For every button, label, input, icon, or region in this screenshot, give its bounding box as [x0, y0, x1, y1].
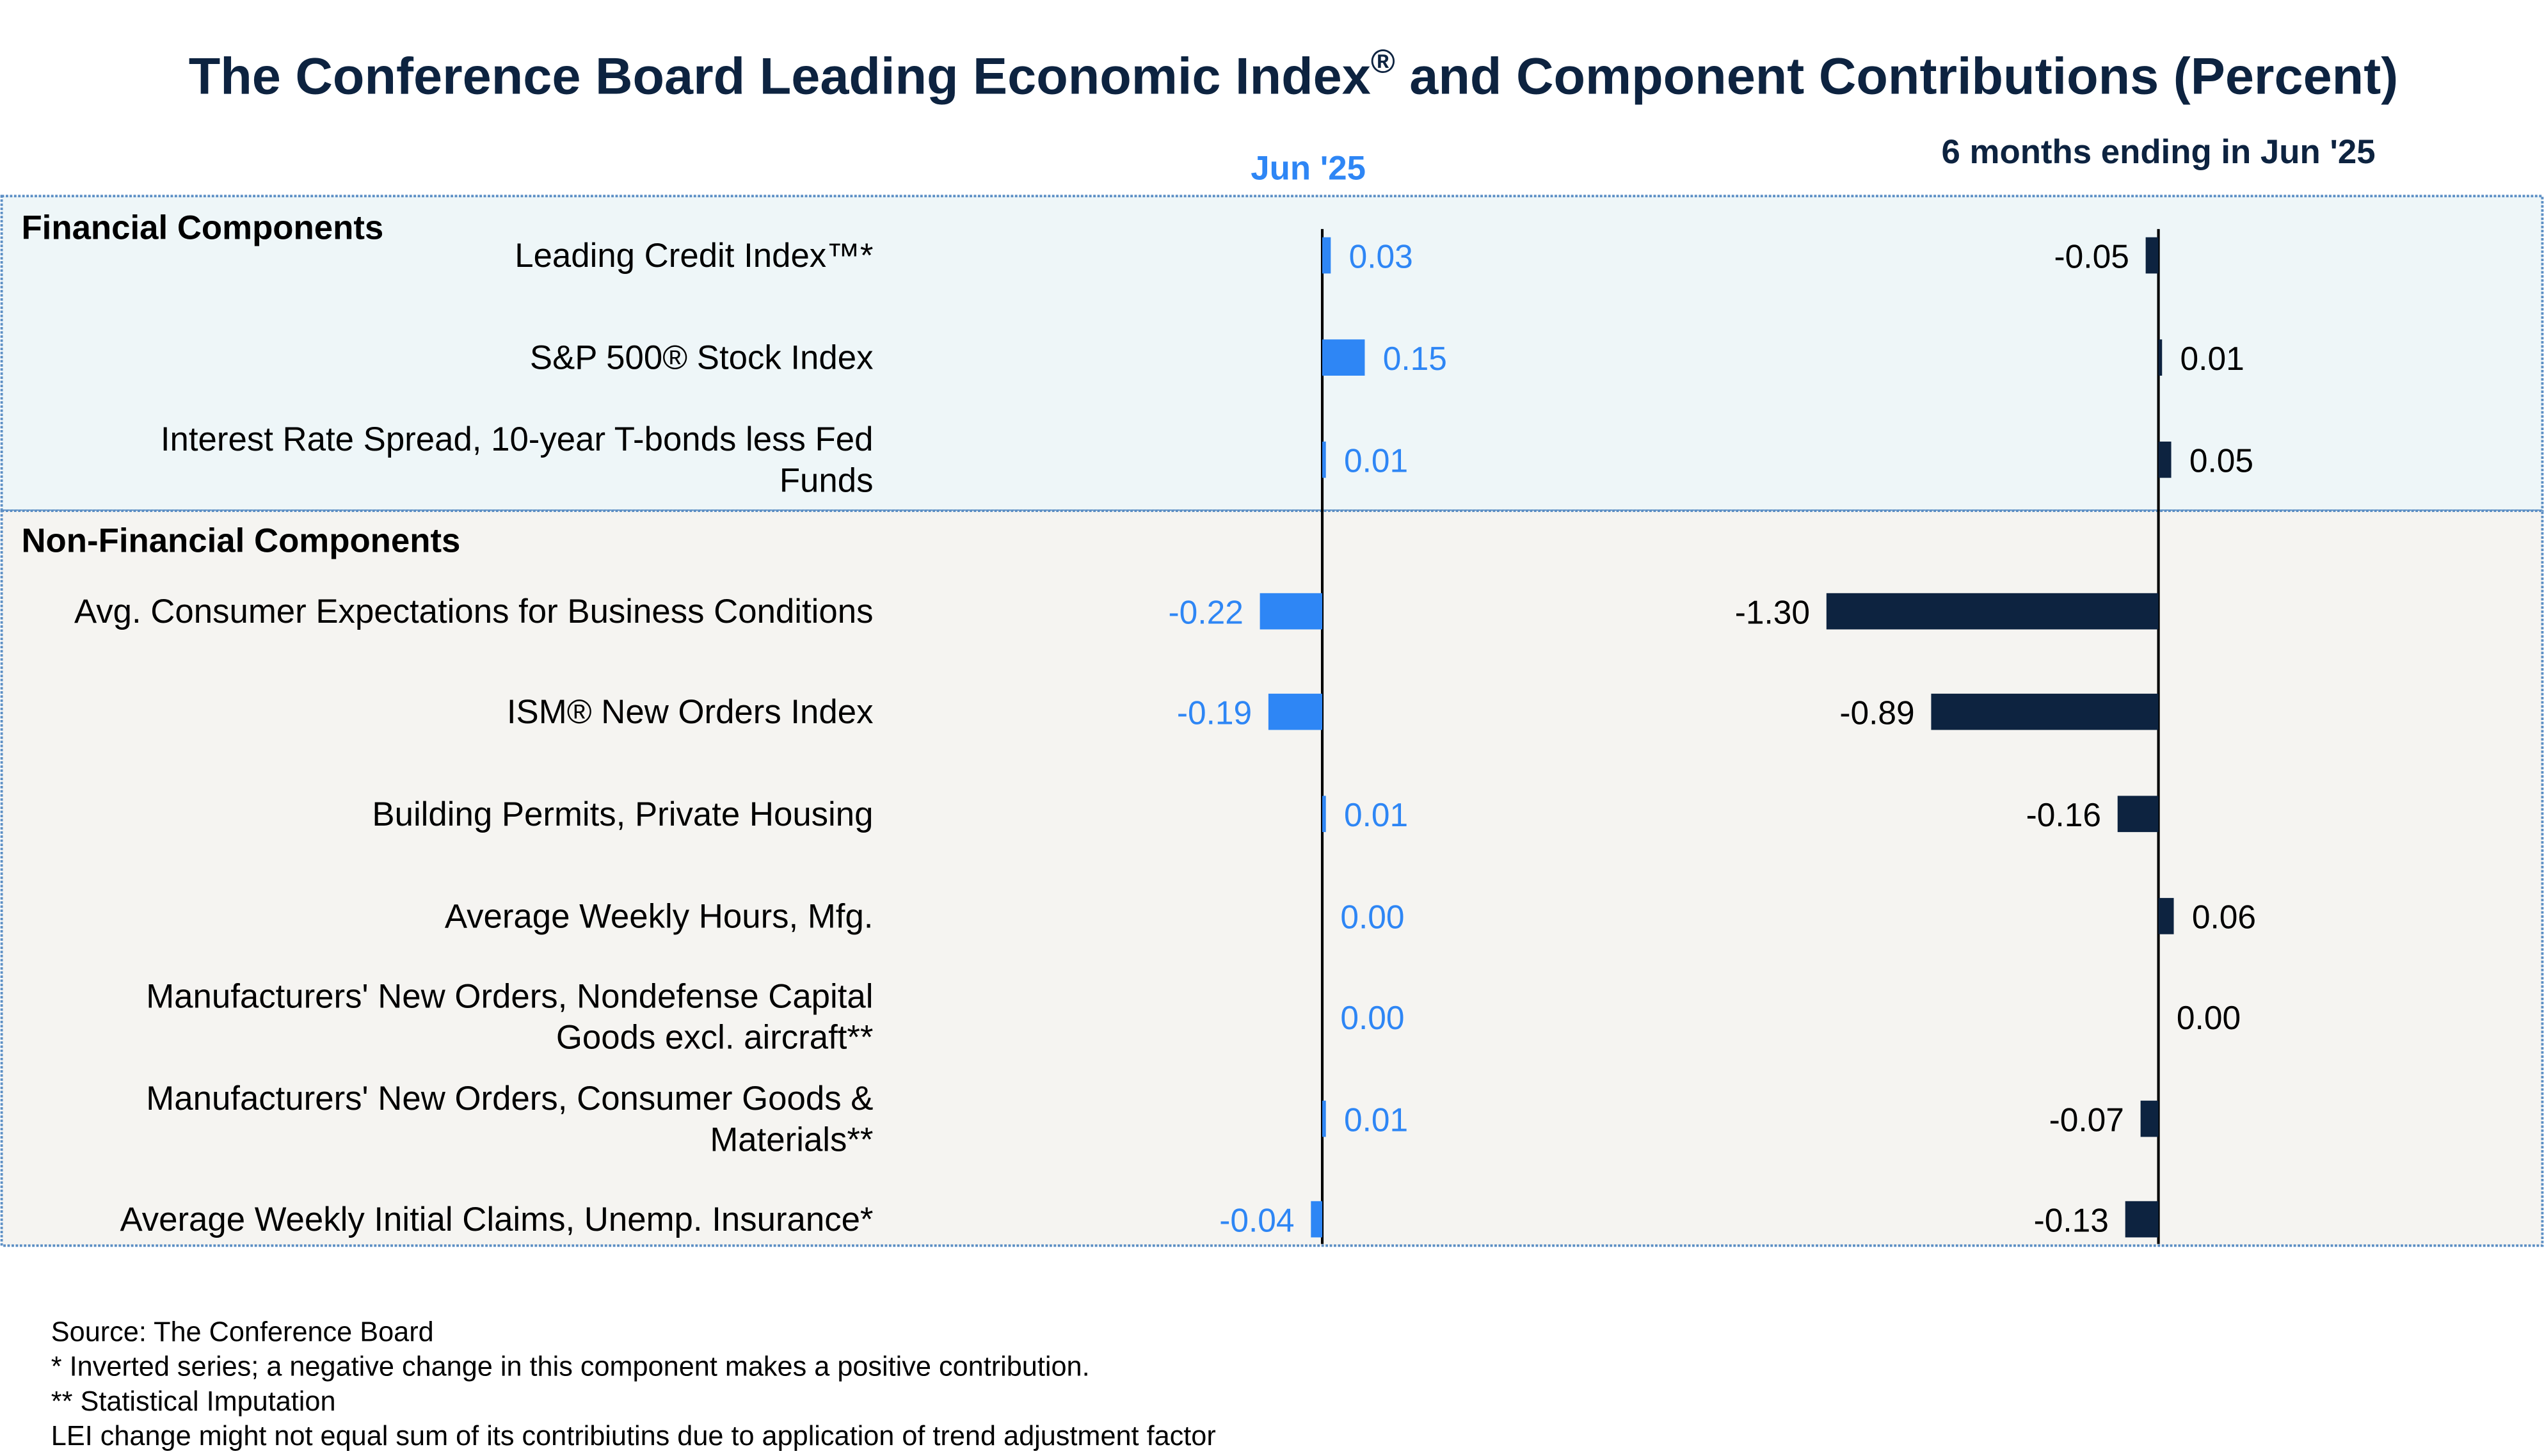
value-label-6-months: 0.00	[2177, 999, 2241, 1036]
bar-jun-25	[1260, 593, 1323, 630]
bar-6-months	[2140, 1100, 2159, 1137]
value-label-6-months: 0.01	[2180, 340, 2244, 377]
category-label: Interest Rate Spread, 10-year T-bonds le…	[161, 420, 874, 458]
footnote: Source: The Conference Board	[51, 1317, 434, 1348]
group-label-financial: Financial Components	[21, 209, 383, 246]
value-label-jun-25: -0.19	[1177, 694, 1252, 731]
column-header-jun-25: Jun '25	[1251, 150, 1366, 188]
chart-title: The Conference Board Leading Economic In…	[189, 42, 2399, 105]
bar-jun-25	[1322, 237, 1331, 274]
bar-jun-25	[1322, 441, 1326, 478]
category-label: Average Weekly Initial Claims, Unemp. In…	[120, 1201, 873, 1238]
group-label-non-financial: Non-Financial Components	[21, 522, 460, 559]
value-label-6-months: 0.05	[2189, 442, 2253, 479]
value-label-6-months: -0.07	[2049, 1101, 2124, 1138]
category-label: Manufacturers' New Orders, Nondefense Ca…	[146, 977, 873, 1015]
bar-6-months	[1931, 693, 2159, 730]
footnote: LEI change might not equal sum of its co…	[51, 1421, 1216, 1452]
category-label: Manufacturers' New Orders, Consumer Good…	[146, 1080, 873, 1117]
value-label-6-months: -1.30	[1735, 593, 1810, 630]
value-label-jun-25: 0.01	[1344, 1101, 1408, 1138]
value-label-6-months: 0.06	[2192, 899, 2256, 936]
category-label: S&P 500® Stock Index	[530, 339, 874, 377]
value-label-6-months: -0.89	[1839, 694, 1914, 731]
value-label-jun-25: 0.01	[1344, 442, 1408, 479]
category-label: Building Permits, Private Housing	[372, 796, 873, 833]
value-label-jun-25: 0.15	[1383, 340, 1447, 377]
bar-6-months	[2145, 237, 2159, 274]
financial-components-panel	[0, 195, 2544, 513]
column-header-6-months: 6 months ending in Jun '25	[1942, 133, 2376, 171]
category-label: Goods excl. aircraft**	[556, 1019, 874, 1057]
bar-6-months	[2117, 796, 2159, 833]
bar-6-months	[2125, 1201, 2159, 1238]
value-label-jun-25: 0.03	[1349, 237, 1413, 275]
bar-jun-25	[1322, 339, 1365, 376]
category-label: ISM® New Orders Index	[507, 693, 874, 731]
value-label-jun-25: -0.22	[1169, 593, 1244, 630]
bar-6-months	[2158, 339, 2163, 376]
category-label: Materials**	[710, 1121, 873, 1158]
value-label-6-months: -0.16	[2026, 796, 2101, 833]
bar-jun-25	[1322, 796, 1326, 833]
category-label: Avg. Consumer Expectations for Business …	[74, 593, 873, 630]
value-label-jun-25: 0.00	[1340, 899, 1404, 936]
bar-6-months	[2158, 441, 2172, 478]
category-label: Average Weekly Hours, Mfg.	[445, 897, 874, 935]
value-label-jun-25: 0.01	[1344, 796, 1408, 833]
non-financial-components-panel	[0, 509, 2544, 1247]
footnote: ** Statistical Imputation	[51, 1386, 336, 1417]
bar-6-months	[1826, 593, 2159, 630]
bar-jun-25	[1322, 1100, 1326, 1137]
value-label-jun-25: 0.00	[1340, 999, 1404, 1036]
bar-6-months	[2158, 898, 2174, 934]
value-label-6-months: -0.13	[2034, 1201, 2109, 1238]
footnote: * Inverted series; a negative change in …	[51, 1352, 1090, 1382]
bar-jun-25	[1268, 693, 1323, 730]
value-label-6-months: -0.05	[2054, 237, 2129, 275]
bar-jun-25	[1311, 1201, 1323, 1238]
category-label: Leading Credit Index™*	[515, 237, 873, 275]
category-label: Funds	[780, 461, 874, 499]
value-label-jun-25: -0.04	[1219, 1201, 1294, 1238]
